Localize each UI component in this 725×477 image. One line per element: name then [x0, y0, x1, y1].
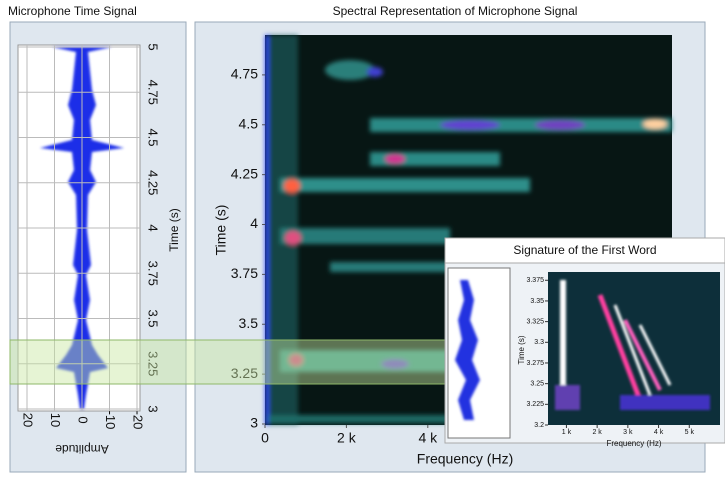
- y-tick-label: 4.25: [231, 165, 258, 181]
- y-tick-label: 3.75: [231, 265, 258, 281]
- y-axis-label: Time (s): [213, 205, 229, 256]
- inset-texture: [555, 280, 710, 410]
- inset-panel: Signature of the First Word Time (s) Fre…: [444, 237, 725, 448]
- x-tick-label: -10: [103, 411, 118, 430]
- x-tick-label: 0: [76, 416, 91, 423]
- x-tick-label: 3 k: [623, 429, 633, 436]
- y-tick-label: 4.5: [239, 115, 259, 131]
- y-tick-label: 4.25: [146, 170, 161, 195]
- y-tick-label: 3.5: [239, 315, 259, 331]
- inset-title: Signature of the First Word: [513, 243, 656, 257]
- y-tick-label: 3.25: [231, 365, 258, 381]
- y-tick-label: 3.225: [526, 401, 544, 408]
- panel-title: Spectral Representation of Microphone Si…: [333, 4, 578, 18]
- inset-waveform: [447, 267, 511, 439]
- x-tick-label: 2 k: [592, 429, 602, 436]
- y-tick-label: 3: [250, 415, 258, 431]
- y-tick-label: 4: [146, 224, 161, 231]
- y-tick-label: 4.75: [231, 66, 258, 82]
- highlight-band: [9, 339, 451, 385]
- inset-x-label: Frequency (Hz): [606, 439, 661, 448]
- y-tick-label: 3.325: [526, 318, 544, 325]
- y-tick-label: 3.35: [530, 298, 544, 305]
- inset-wave-shape: [455, 280, 480, 420]
- y-tick-label: 3.5: [146, 309, 161, 327]
- y-tick-label: 3.25: [146, 351, 161, 376]
- x-tick-label: 4 k: [418, 430, 438, 446]
- x-axis-label: Frequency (Hz): [417, 451, 513, 467]
- inset-title-box: [444, 237, 725, 264]
- y-tick-label: 4: [250, 215, 258, 231]
- y-tick-label: 3.3: [534, 339, 544, 346]
- x-tick-label: 0: [261, 430, 269, 446]
- x-tick-label: 2 k: [337, 430, 357, 446]
- x-axis-label: Amplitude: [55, 442, 109, 456]
- time-signal-panel: Microphone Time Signal 3 3.25 3.5 3.75 4 4.25…: [8, 4, 187, 473]
- y-tick-label: 4.75: [146, 80, 161, 105]
- y-tick-label: 3.25: [530, 380, 544, 387]
- y-tick-label: 3.375: [526, 277, 544, 284]
- panel-title: Microphone Time Signal: [8, 4, 137, 18]
- x-tick-label: 10: [48, 413, 63, 427]
- y-tick-label: 3: [146, 405, 161, 412]
- y-tick-label: 3.75: [146, 261, 161, 286]
- y-tick-label: 3.275: [526, 360, 544, 367]
- x-tick-label: 4 k: [654, 429, 664, 436]
- x-tick-label: -20: [131, 411, 146, 430]
- x-tick-label: 5 k: [685, 429, 695, 436]
- x-tick-label: 1 k: [562, 429, 572, 436]
- spectrogram-texture: [265, 35, 672, 425]
- x-tick-label: 20: [21, 413, 36, 427]
- inset-y-label: Time (s): [517, 335, 526, 364]
- y-axis-label: Time (s): [167, 208, 181, 252]
- y-tick-label: 3.2: [534, 422, 544, 429]
- y-tick-label: 5: [146, 43, 161, 50]
- y-tick-label: 4.5: [146, 128, 161, 146]
